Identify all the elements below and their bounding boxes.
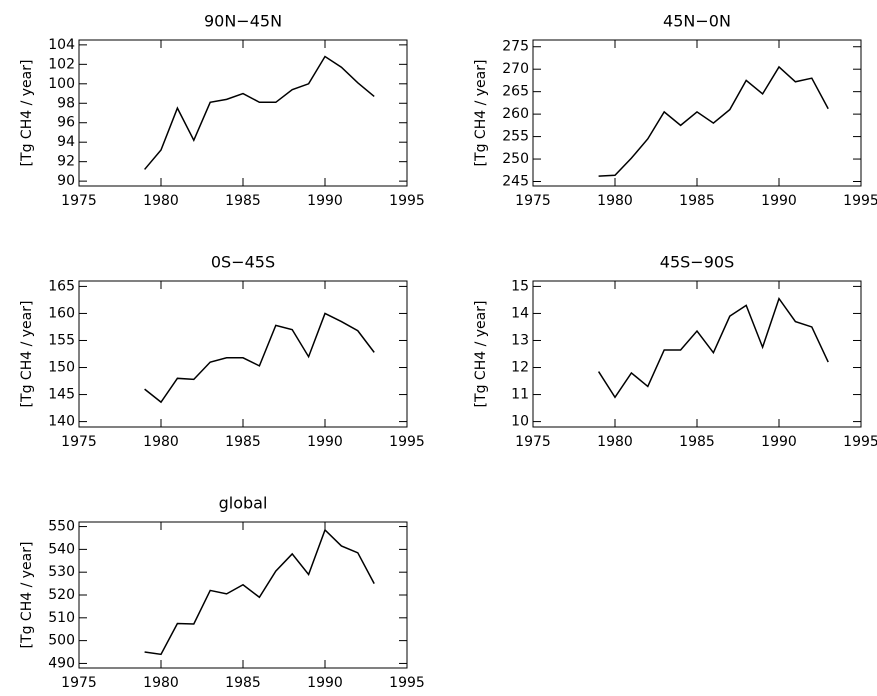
y-tick-label: 530 — [48, 564, 75, 580]
x-tick-label: 1995 — [389, 675, 425, 691]
panel-title: 90N−45N — [204, 12, 282, 31]
x-tick-label: 1990 — [761, 434, 797, 450]
x-tick-label: 1975 — [515, 193, 551, 209]
x-tick-label: 1980 — [143, 675, 179, 691]
y-tick-label: 245 — [502, 174, 529, 190]
y-axis-label: [Tg CH4 / year] — [19, 60, 35, 167]
y-tick-label: 265 — [502, 84, 529, 100]
x-tick-label: 1975 — [61, 675, 97, 691]
y-tick-label: 490 — [48, 655, 75, 671]
y-tick-label: 270 — [502, 61, 529, 77]
y-tick-label: 165 — [48, 278, 75, 294]
x-tick-label: 1975 — [61, 434, 97, 450]
data-line — [144, 55, 375, 170]
y-tick-label: 11 — [511, 387, 529, 403]
x-tick-label: 1980 — [597, 193, 633, 209]
panel-title: 0S−45S — [211, 253, 275, 272]
data-line — [597, 296, 829, 399]
x-tick-label: 1995 — [843, 434, 877, 450]
y-tick-label: 98 — [57, 95, 75, 111]
y-tick-label: 90 — [57, 173, 75, 189]
y-tick-label: 260 — [502, 106, 529, 122]
y-tick-label: 520 — [48, 587, 75, 603]
y-tick-label: 250 — [502, 151, 529, 167]
y-tick-label: 94 — [57, 134, 75, 150]
x-tick-label: 1990 — [307, 675, 343, 691]
y-tick-label: 550 — [48, 519, 75, 535]
x-tick-label: 1980 — [143, 434, 179, 450]
x-tick-label: 1985 — [225, 193, 261, 209]
y-tick-label: 102 — [48, 56, 75, 72]
y-tick-label: 540 — [48, 541, 75, 557]
data-line — [598, 65, 829, 177]
y-tick-label: 14 — [511, 305, 529, 321]
y-tick-label: 155 — [48, 332, 75, 348]
x-tick-label: 1990 — [307, 434, 343, 450]
y-tick-label: 145 — [48, 387, 75, 403]
y-tick-label: 13 — [511, 332, 529, 348]
y-tick-label: 255 — [502, 129, 529, 145]
x-tick-label: 1990 — [761, 193, 797, 209]
y-tick-label: 15 — [511, 278, 529, 294]
x-tick-label: 1990 — [307, 193, 343, 209]
x-tick-label: 1995 — [389, 193, 425, 209]
panel-title: 45S−90S — [660, 253, 734, 272]
x-tick-label: 1985 — [679, 434, 715, 450]
y-tick-label: 92 — [57, 154, 75, 170]
plot-frame — [78, 521, 408, 669]
data-line — [144, 312, 375, 404]
y-tick-label: 104 — [48, 37, 75, 53]
y-tick-label: 500 — [48, 633, 75, 649]
panel-title: global — [219, 494, 268, 513]
y-axis-label: [Tg CH4 / year] — [473, 60, 489, 167]
x-tick-label: 1985 — [679, 193, 715, 209]
x-tick-label: 1995 — [843, 193, 877, 209]
y-axis-label: [Tg CH4 / year] — [19, 301, 35, 408]
y-axis-label: [Tg CH4 / year] — [19, 542, 35, 649]
y-tick-label: 12 — [511, 360, 529, 376]
y-axis-label: [Tg CH4 / year] — [473, 301, 489, 408]
y-tick-label: 140 — [48, 414, 75, 430]
x-tick-label: 1985 — [225, 434, 261, 450]
plot-frame — [78, 39, 408, 187]
x-tick-label: 1975 — [61, 193, 97, 209]
plot-frame — [532, 39, 862, 187]
data-line — [144, 528, 375, 656]
x-tick-label: 1980 — [597, 434, 633, 450]
x-tick-label: 1995 — [389, 434, 425, 450]
panel-title: 45N−0N — [663, 12, 731, 31]
plot-frame — [532, 280, 862, 428]
y-tick-label: 96 — [57, 115, 75, 131]
plot-frame — [78, 280, 408, 428]
x-tick-label: 1975 — [515, 434, 551, 450]
y-tick-label: 510 — [48, 610, 75, 626]
x-tick-label: 1980 — [143, 193, 179, 209]
y-tick-label: 275 — [502, 39, 529, 55]
y-tick-label: 160 — [48, 305, 75, 321]
y-tick-label: 100 — [48, 76, 75, 92]
y-tick-label: 150 — [48, 360, 75, 376]
x-tick-label: 1985 — [225, 675, 261, 691]
y-tick-label: 10 — [511, 414, 529, 430]
